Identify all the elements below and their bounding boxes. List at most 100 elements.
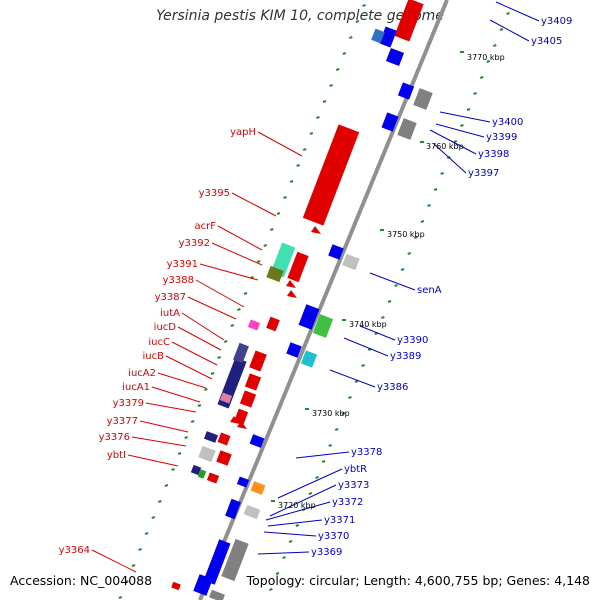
gene-label-acrF: acrF bbox=[195, 221, 217, 232]
tick-mark bbox=[269, 588, 273, 591]
gene-feature bbox=[249, 350, 267, 372]
tick-mark bbox=[164, 484, 169, 487]
label-leader bbox=[265, 501, 331, 521]
gene-feature bbox=[394, 0, 424, 42]
label-leader bbox=[257, 131, 303, 157]
label-leader bbox=[329, 369, 376, 388]
gene-feature bbox=[413, 88, 433, 110]
tick-mark bbox=[493, 44, 497, 47]
gene-features bbox=[171, 0, 433, 600]
gene-label-y3392: y3392 bbox=[179, 238, 210, 249]
label-leader bbox=[495, 1, 540, 22]
gene-label-y3398: y3398 bbox=[478, 149, 509, 160]
tick-mark bbox=[348, 396, 352, 399]
scale-label: 3740 kbp bbox=[349, 320, 387, 329]
label-leader bbox=[369, 272, 416, 291]
tick-mark bbox=[263, 244, 268, 247]
gene-label-ybtI: ybtI bbox=[107, 450, 126, 461]
label-leader bbox=[435, 123, 485, 138]
map-title: Yersinia pestis KIM 10, complete genome bbox=[156, 8, 444, 24]
tick-mark bbox=[243, 292, 248, 295]
accession-text: Accession: NC_004088 bbox=[10, 573, 153, 588]
label-leader bbox=[145, 402, 197, 413]
tick-mark bbox=[342, 52, 347, 55]
label-leader bbox=[231, 192, 277, 217]
tick-mark bbox=[230, 324, 235, 327]
label-leader bbox=[439, 111, 491, 123]
gene-feature bbox=[286, 342, 302, 358]
strand-arrow bbox=[230, 416, 240, 424]
gene-feature bbox=[381, 112, 399, 132]
tick-mark bbox=[420, 220, 425, 223]
gene-label-y3409: y3409 bbox=[541, 16, 572, 27]
label-leader bbox=[127, 454, 179, 467]
tick-mark bbox=[223, 340, 228, 343]
label-leader bbox=[157, 372, 207, 389]
gene-label-y3371: y3371 bbox=[324, 515, 355, 526]
scale-label: 3760 kbp bbox=[426, 142, 464, 151]
topology-summary: Topology: circular; Length: 4,600,755 bp… bbox=[246, 573, 590, 588]
strand-arrow bbox=[286, 280, 296, 288]
gene-label-ybtR: ybtR bbox=[344, 464, 367, 475]
genome-backbone bbox=[198, 0, 449, 600]
scale-label: 3730 kbp bbox=[312, 409, 350, 418]
tick-mark bbox=[440, 172, 444, 175]
tick-mark bbox=[400, 268, 405, 271]
gene-label-y3397: y3397 bbox=[468, 168, 499, 179]
gene-feature bbox=[190, 464, 202, 476]
gene-feature bbox=[312, 314, 334, 338]
gene-feature bbox=[266, 316, 280, 332]
gene-label-y3388: y3388 bbox=[163, 275, 194, 286]
tick-mark bbox=[171, 468, 175, 471]
tick-marks bbox=[118, 4, 510, 599]
label-leader bbox=[177, 326, 222, 351]
tick-mark bbox=[316, 116, 320, 119]
gene-feature bbox=[221, 538, 249, 582]
gene-label-iutA: iutA bbox=[160, 308, 180, 319]
gene-label-senA: senA bbox=[417, 285, 442, 296]
tick-mark bbox=[354, 380, 359, 383]
label-leader bbox=[217, 225, 263, 251]
tick-mark bbox=[473, 92, 477, 95]
tick-mark bbox=[355, 20, 360, 23]
tick-mark bbox=[158, 500, 162, 503]
label-leader bbox=[151, 386, 201, 403]
gene-label-y3405: y3405 bbox=[531, 36, 562, 47]
label-leader bbox=[139, 420, 189, 433]
tick-mark bbox=[387, 300, 392, 303]
label-leader bbox=[343, 337, 389, 357]
tick-mark bbox=[269, 228, 274, 231]
gene-feature bbox=[203, 431, 219, 443]
label-leader bbox=[277, 468, 343, 499]
tick-mark bbox=[309, 132, 314, 135]
tick-mark bbox=[276, 212, 281, 215]
gene-label-y3379: y3379 bbox=[113, 398, 144, 409]
scale-label: 3720 kbp bbox=[278, 501, 316, 510]
tick-mark bbox=[308, 492, 313, 495]
gene-feature bbox=[342, 253, 360, 271]
label-leader bbox=[359, 325, 396, 341]
gene-label-y3395: y3395 bbox=[199, 188, 230, 199]
tick-mark bbox=[125, 580, 129, 583]
tick-mark bbox=[288, 540, 293, 543]
gene-feature bbox=[371, 28, 385, 44]
tick-mark bbox=[217, 356, 221, 359]
gene-feature bbox=[397, 82, 415, 100]
label-leader bbox=[429, 129, 477, 155]
tick-mark bbox=[210, 372, 215, 375]
tick-mark bbox=[407, 252, 412, 255]
gene-label-y3386: y3386 bbox=[377, 382, 408, 393]
gene-label-iucD: iucD bbox=[154, 322, 177, 333]
label-leader bbox=[489, 19, 530, 42]
gene-label-y3399: y3399 bbox=[486, 132, 517, 143]
gene-feature bbox=[379, 26, 397, 48]
gene-feature bbox=[171, 581, 181, 591]
gene-feature bbox=[397, 118, 417, 140]
tick-mark bbox=[118, 596, 123, 599]
tick-mark bbox=[144, 532, 149, 535]
label-leader bbox=[295, 451, 350, 459]
gene-feature bbox=[236, 476, 250, 488]
gene-feature bbox=[193, 574, 213, 596]
tick-mark bbox=[322, 100, 327, 103]
gene-label-y3387: y3387 bbox=[155, 292, 186, 303]
